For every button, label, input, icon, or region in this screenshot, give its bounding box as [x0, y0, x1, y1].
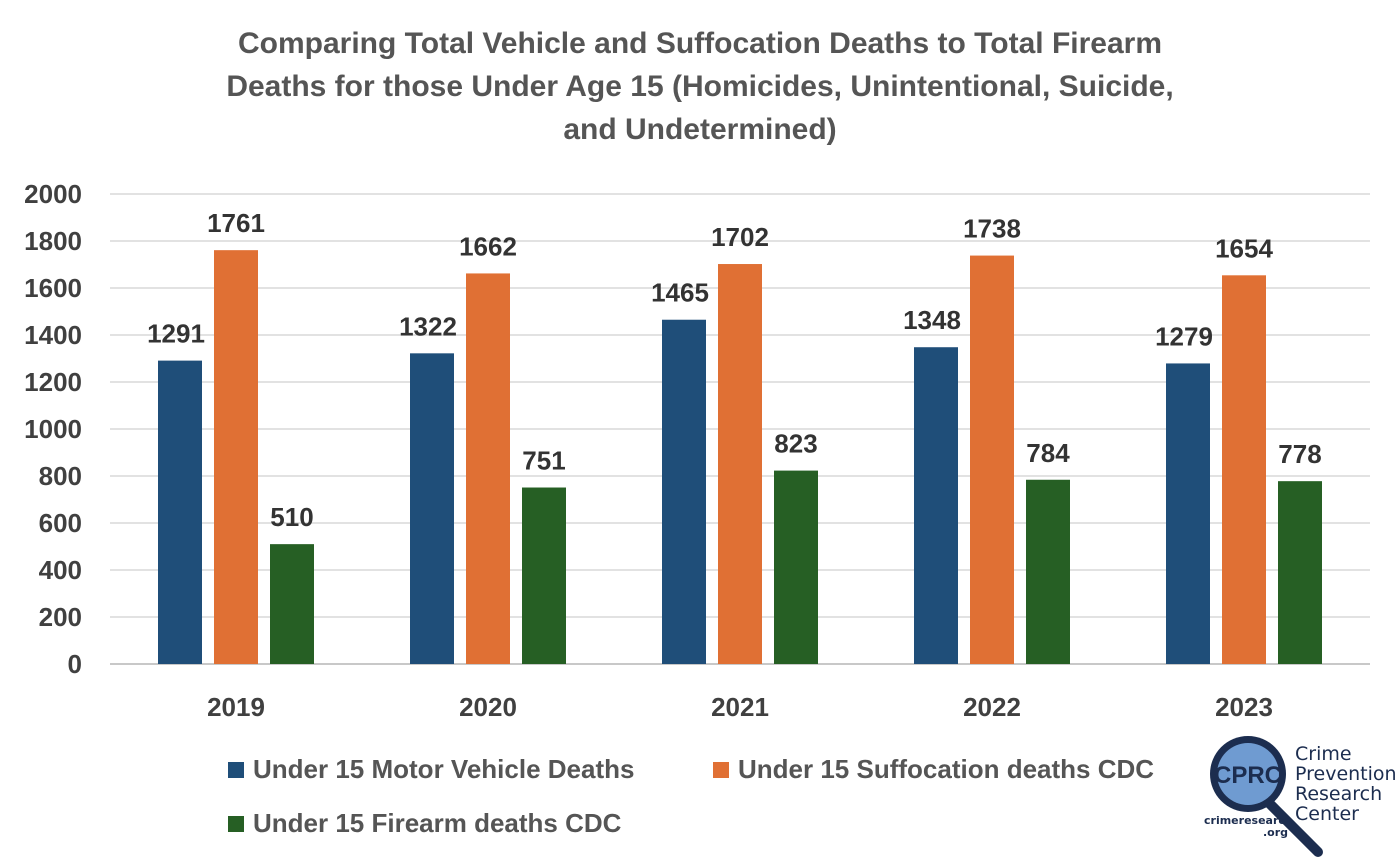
logo-name-line: Research: [1295, 783, 1383, 805]
legend-item-suffocation: Under 15 Suffocation deaths CDC: [713, 754, 1154, 785]
y-tick-label: 200: [39, 602, 82, 632]
bar-2023-under-15-firearm-deaths-cdc: [1278, 481, 1322, 664]
data-label: 1465: [651, 278, 709, 308]
data-label: 778: [1278, 439, 1321, 469]
bar-2021-under-15-motor-vehicle-deaths: [662, 319, 706, 664]
data-label: 1738: [963, 214, 1021, 244]
logo-url-line: crimeresearch: [1204, 814, 1293, 827]
bar-2023-under-15-suffocation-deaths-cdc: [1222, 275, 1266, 664]
data-label: 784: [1026, 438, 1070, 468]
legend-label-suffocation: Under 15 Suffocation deaths CDC: [738, 754, 1155, 784]
bar-2020-under-15-firearm-deaths-cdc: [522, 487, 566, 664]
x-tick-label: 2022: [963, 692, 1021, 722]
y-tick-label: 800: [39, 461, 82, 491]
magnifier-lens: [1217, 743, 1279, 805]
legend-swatch-firearm: [228, 815, 244, 832]
bar-2022-under-15-motor-vehicle-deaths: [914, 347, 958, 664]
data-label: 1291: [147, 319, 205, 349]
logo-url-line: .org: [1262, 826, 1288, 839]
logo-org-name: Crime Prevention Research Center: [1295, 744, 1397, 824]
data-label: 1348: [903, 305, 961, 335]
bar-2022-under-15-suffocation-deaths-cdc: [970, 255, 1014, 664]
legend-swatch-suffocation: [713, 761, 729, 778]
bar-2019-under-15-suffocation-deaths-cdc: [214, 250, 258, 665]
x-tick-label: 2020: [459, 692, 517, 722]
data-label: 510: [270, 502, 313, 532]
data-label: 1702: [711, 222, 769, 252]
legend-item-motor-vehicle: Under 15 Motor Vehicle Deaths: [228, 754, 634, 785]
bar-2023-under-15-motor-vehicle-deaths: [1166, 363, 1210, 664]
chart-title-line-1: Comparing Total Vehicle and Suffocation …: [237, 27, 1162, 60]
chart-title-line-2: Deaths for those Under Age 15 (Homicides…: [226, 70, 1174, 103]
y-tick-label: 0: [68, 649, 82, 679]
bar-2021-under-15-firearm-deaths-cdc: [774, 470, 818, 664]
bar-2020-under-15-motor-vehicle-deaths: [410, 353, 454, 664]
data-label: 1654: [1215, 233, 1273, 263]
legend-label-firearm: Under 15 Firearm deaths CDC: [253, 808, 622, 838]
logo-badge-text: CPRC: [1214, 762, 1282, 789]
data-label: 751: [522, 446, 565, 476]
y-tick-label: 1800: [24, 226, 82, 256]
y-tick-label: 600: [39, 508, 82, 538]
data-label: 1761: [207, 208, 265, 238]
data-label: 1279: [1155, 321, 1213, 351]
bar-2019-under-15-motor-vehicle-deaths: [158, 360, 202, 664]
legend-swatch-motor-vehicle: [228, 761, 244, 778]
legend-label-motor-vehicle: Under 15 Motor Vehicle Deaths: [253, 754, 635, 784]
logo-url: crimeresearch .org: [1204, 814, 1293, 839]
logo-name-line: Crime: [1295, 743, 1352, 765]
y-tick-label: 1000: [24, 414, 82, 444]
x-axis-ticks: 2019 2020 2021 2022 2023: [207, 692, 1273, 722]
logo-name-line: Center: [1295, 803, 1359, 825]
bar-2019-under-15-firearm-deaths-cdc: [270, 544, 314, 664]
chart-title: Comparing Total Vehicle and Suffocation …: [0, 22, 1400, 151]
y-tick-label: 1600: [24, 273, 82, 303]
y-tick-label: 1200: [24, 367, 82, 397]
data-label: 823: [774, 429, 817, 459]
data-label: 1322: [399, 311, 457, 341]
y-tick-label: 2000: [24, 179, 82, 209]
bars: [158, 250, 1322, 665]
y-tick-label: 1400: [24, 320, 82, 350]
y-tick-label: 400: [39, 555, 82, 585]
y-axis-ticks: 0 200 400 600 800 1000 1200 1400 1600 1800 2000: [24, 179, 82, 679]
data-label: 1662: [459, 231, 517, 261]
magnifier-handle: [1257, 791, 1323, 857]
logo-name-line: Prevention: [1295, 763, 1397, 785]
legend-item-firearm: Under 15 Firearm deaths CDC: [228, 808, 621, 839]
bar-2021-under-15-suffocation-deaths-cdc: [718, 264, 762, 664]
x-tick-label: 2019: [207, 692, 265, 722]
chart-title-line-3: and Undetermined): [563, 113, 837, 146]
bar-2022-under-15-firearm-deaths-cdc: [1026, 479, 1070, 664]
cprc-logo: CPRC: [1210, 736, 1323, 857]
bar-2020-under-15-suffocation-deaths-cdc: [466, 273, 510, 664]
x-tick-label: 2023: [1215, 692, 1273, 722]
x-tick-label: 2021: [711, 692, 769, 722]
